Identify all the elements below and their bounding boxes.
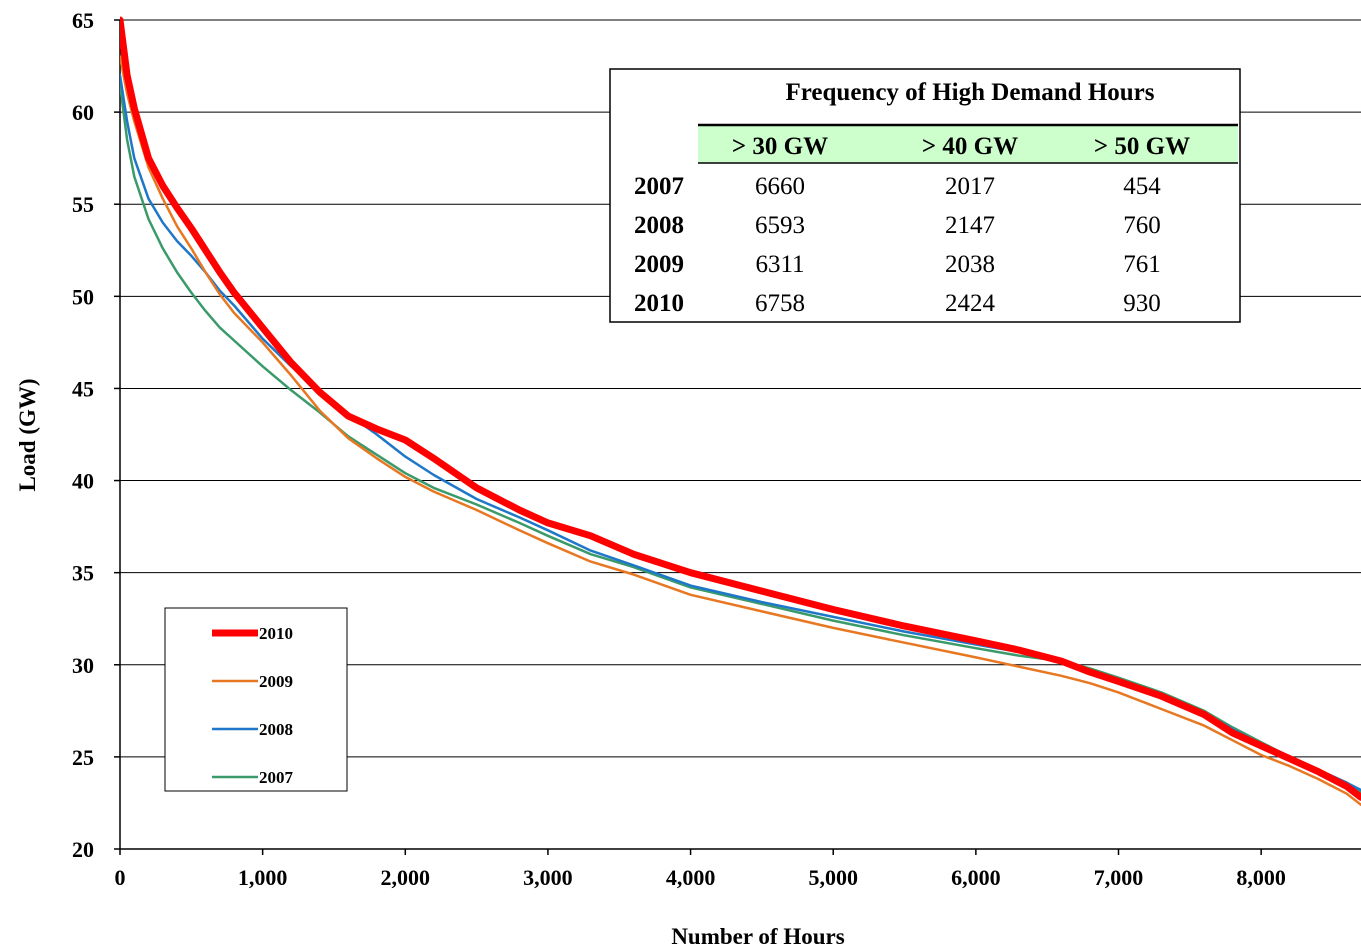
table-title: Frequency of High Demand Hours (786, 79, 1155, 106)
x-tick-label: 3,000 (523, 865, 573, 890)
x-tick-label: 0 (115, 865, 126, 890)
table-cell: 6758 (755, 290, 805, 317)
x-tick-label: 4,000 (666, 865, 716, 890)
y-tick-label: 65 (72, 8, 94, 33)
table-cell: 760 (1123, 212, 1161, 239)
table-cell: 2038 (945, 251, 995, 278)
table-column-headers: > 30 GW > 40 GW > 50 GW (732, 133, 1190, 160)
table-cell: 6593 (755, 212, 805, 239)
table-cell: 2017 (945, 173, 995, 200)
table-cell: 6660 (755, 173, 805, 200)
x-tick-label: 8,000 (1236, 865, 1286, 890)
y-tick-label: 25 (72, 745, 94, 770)
table-row-year: 2008 (634, 212, 684, 239)
table-border (609, 68, 1241, 323)
legend-label-2008: 2008 (259, 720, 293, 739)
table-header-band (698, 125, 1238, 163)
y-tick-label: 45 (72, 376, 94, 401)
y-axis-title: Load (GW) (15, 378, 40, 491)
y-tick-label: 20 (72, 837, 94, 862)
x-tick-label: 6,000 (951, 865, 1001, 890)
legend-label-2010: 2010 (259, 624, 293, 643)
axes (114, 19, 1361, 855)
frequency-table: Frequency of High Demand Hours > 30 GW > … (609, 68, 1241, 323)
table-row-year: 2007 (634, 173, 684, 200)
table-cell: 6311 (755, 251, 804, 278)
x-tick-label: 2,000 (381, 865, 431, 890)
series-line-2009 (120, 55, 1361, 807)
y-tick-label: 50 (72, 284, 94, 309)
table-cell: 2147 (945, 212, 995, 239)
legend-items: 2010 2009 2008 2007 (212, 624, 294, 787)
legend: 2010 2009 2008 2007 (164, 607, 348, 792)
x-tick-label: 7,000 (1094, 865, 1144, 890)
table-cell: 454 (1123, 173, 1161, 200)
table-body: 2007 6660 2017 454 2008 6593 2147 760 2009 6311 20… (634, 173, 1161, 317)
y-tick-label: 30 (72, 653, 94, 678)
table-cell: 2424 (945, 290, 996, 317)
y-tick-label: 35 (72, 561, 94, 586)
x-tick-label: 1,000 (238, 865, 288, 890)
table-row-year: 2009 (634, 251, 684, 278)
y-tick-labels: 20 25 30 35 40 45 50 55 60 65 (72, 8, 94, 862)
table-row-year: 2010 (634, 290, 684, 317)
table-column-header: > 30 GW (732, 133, 828, 160)
table-column-header: > 40 GW (922, 133, 1018, 160)
x-tick-label: 5,000 (808, 865, 858, 890)
y-tick-label: 55 (72, 192, 94, 217)
legend-label-2007: 2007 (259, 768, 294, 787)
x-axis-title: Number of Hours (671, 924, 844, 949)
y-tick-label: 40 (72, 469, 94, 494)
table-cell: 930 (1123, 290, 1161, 317)
table-column-header: > 50 GW (1094, 133, 1190, 160)
x-tick-labels: 0 1,000 2,000 3,000 4,000 5,000 6,000 7,000 8,00… (115, 865, 1286, 890)
series-line-2010 (120, 16, 1361, 801)
legend-box (164, 607, 348, 792)
y-tick-label: 60 (72, 100, 94, 125)
table-cell: 761 (1123, 251, 1161, 278)
series-lines (120, 16, 1361, 807)
legend-label-2009: 2009 (259, 672, 293, 691)
